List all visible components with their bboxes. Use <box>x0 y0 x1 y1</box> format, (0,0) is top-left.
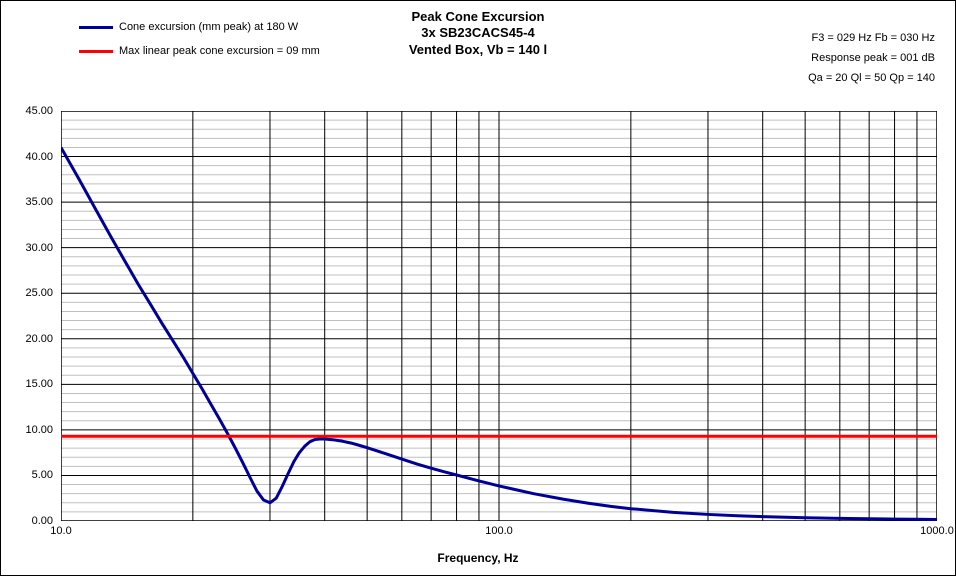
y-tick-label: 30.00 <box>25 242 53 254</box>
y-tick-label: 35.00 <box>25 196 53 208</box>
legend-item-1: Max linear peak cone excursion = 09 mm <box>79 45 320 57</box>
y-tick-label: 5.00 <box>32 469 53 481</box>
legend: Cone excursion (mm peak) at 180 W Max li… <box>79 21 320 69</box>
x-tick-label: 100.0 <box>485 525 513 537</box>
x-tick-label: 10.0 <box>50 525 71 537</box>
x-tick-label: 1000.0 <box>920 525 954 537</box>
chart-container: Peak Cone Excursion 3x SB23CACS45-4 Vent… <box>0 0 956 576</box>
info-block: F3 = 029 Hz Fb = 030 Hz Response peak = … <box>808 29 935 88</box>
y-tick-label: 20.00 <box>25 333 53 345</box>
legend-swatch-0 <box>79 26 113 29</box>
y-axis-ticks: 0.005.0010.0015.0020.0025.0030.0035.0040… <box>1 111 57 521</box>
legend-label-0: Cone excursion (mm peak) at 180 W <box>119 21 298 33</box>
legend-swatch-1 <box>79 50 113 53</box>
legend-label-1: Max linear peak cone excursion = 09 mm <box>119 45 320 57</box>
legend-item-0: Cone excursion (mm peak) at 180 W <box>79 21 320 33</box>
y-tick-label: 25.00 <box>25 287 53 299</box>
info-line-2: Qa = 20 Ql = 50 Qp = 140 <box>808 69 935 89</box>
info-line-1: Response peak = 001 dB <box>808 49 935 69</box>
info-line-0: F3 = 029 Hz Fb = 030 Hz <box>808 29 935 49</box>
plot-area <box>61 111 937 521</box>
y-tick-label: 15.00 <box>25 378 53 390</box>
y-tick-label: 40.00 <box>25 151 53 163</box>
y-tick-label: 10.00 <box>25 424 53 436</box>
plot-svg <box>61 111 937 521</box>
y-tick-label: 45.00 <box>25 105 53 117</box>
x-axis-label: Frequency, Hz <box>1 551 955 565</box>
